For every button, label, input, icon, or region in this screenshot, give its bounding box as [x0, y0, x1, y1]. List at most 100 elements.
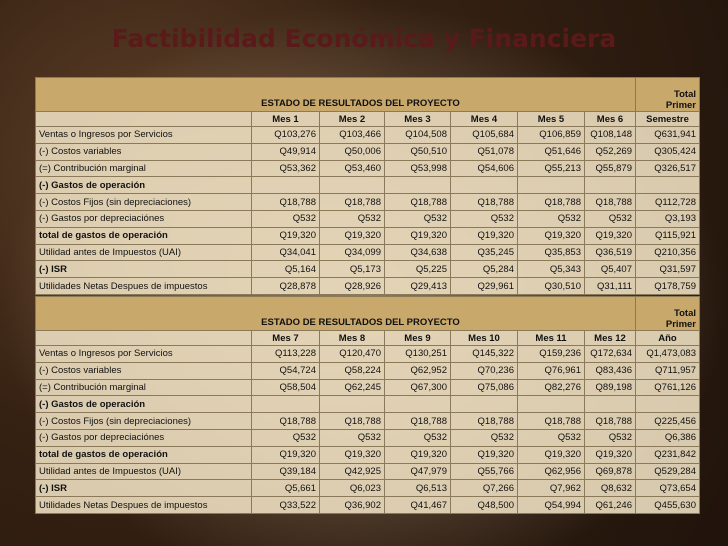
table-heading: ESTADO DE RESULTADOS DEL PROYECTO: [35, 296, 636, 331]
empty-cell: [518, 177, 585, 195]
value-cell: Q532: [585, 430, 636, 447]
value-cell: Q19,320: [585, 227, 636, 245]
value-cell: Q30,510: [518, 278, 585, 295]
row-label: (=) Contribución marginal: [35, 160, 252, 178]
value-cell: Q18,788: [252, 194, 320, 211]
value-cell: Q18,788: [320, 413, 385, 430]
value-cell: Q104,508: [385, 127, 451, 144]
value-cell: Q42,925: [320, 463, 385, 481]
value-cell: Q18,788: [518, 194, 585, 211]
value-cell: Q54,724: [252, 362, 320, 380]
row-label: (-) Gastos por depreciaciónes: [35, 211, 252, 228]
value-cell: Q8,632: [585, 480, 636, 498]
value-cell: Q106,859: [518, 127, 585, 144]
value-cell: Q51,646: [518, 143, 585, 161]
value-cell: Q28,878: [252, 278, 320, 295]
column-header: Mes 1: [252, 112, 320, 127]
empty-cell: [585, 177, 636, 195]
value-cell: Q159,236: [518, 346, 585, 363]
row-label: Utilidad antes de Impuestos (UAI): [35, 463, 252, 481]
value-cell: Q3,193: [636, 211, 700, 228]
total-heading-line: Primer: [665, 319, 696, 330]
value-cell: Q103,276: [252, 127, 320, 144]
value-cell: Q36,519: [585, 244, 636, 262]
row-label: Utilidades Netas Despues de impuestos: [35, 497, 252, 514]
column-header: Mes 11: [518, 331, 585, 346]
value-cell: Q53,460: [320, 160, 385, 178]
value-cell: Q50,510: [385, 143, 451, 161]
value-cell: Q5,284: [451, 261, 518, 279]
total-heading-line: Total: [674, 89, 696, 100]
value-cell: Q178,759: [636, 278, 700, 295]
value-cell: Q172,634: [585, 346, 636, 363]
value-cell: Q532: [518, 430, 585, 447]
value-cell: Q31,597: [636, 261, 700, 279]
column-header: Mes 6: [585, 112, 636, 127]
value-cell: Q18,788: [451, 413, 518, 430]
value-cell: Q49,914: [252, 143, 320, 161]
value-cell: Q130,251: [385, 346, 451, 363]
value-cell: Q62,245: [320, 379, 385, 397]
value-cell: Q19,320: [320, 446, 385, 464]
value-cell: Q5,173: [320, 261, 385, 279]
row-label: (=) Contribución marginal: [35, 379, 252, 397]
value-cell: Q18,788: [585, 194, 636, 211]
value-cell: Q18,788: [518, 413, 585, 430]
value-cell: Q18,788: [320, 194, 385, 211]
value-cell: Q455,630: [636, 497, 700, 514]
value-cell: Q5,225: [385, 261, 451, 279]
value-cell: Q36,902: [320, 497, 385, 514]
value-cell: Q112,728: [636, 194, 700, 211]
value-cell: Q231,842: [636, 446, 700, 464]
value-cell: Q19,320: [320, 227, 385, 245]
value-cell: Q532: [451, 211, 518, 228]
value-cell: Q1,473,083: [636, 346, 700, 363]
value-cell: Q6,023: [320, 480, 385, 498]
value-cell: Q532: [252, 211, 320, 228]
empty-cell: [636, 177, 700, 195]
value-cell: Q19,320: [518, 446, 585, 464]
value-cell: Q53,998: [385, 160, 451, 178]
value-cell: Q532: [585, 211, 636, 228]
heading-text: ESTADO DE RESULTADOS DEL PROYECTO: [261, 317, 460, 328]
row-label: (-) Gastos de operación: [35, 177, 252, 195]
column-header: Mes 12: [585, 331, 636, 346]
value-cell: Q47,979: [385, 463, 451, 481]
value-cell: Q6,513: [385, 480, 451, 498]
value-cell: Q19,320: [385, 446, 451, 464]
value-cell: Q55,879: [585, 160, 636, 178]
value-cell: Q19,320: [252, 227, 320, 245]
value-cell: Q53,362: [252, 160, 320, 178]
column-header-blank: [35, 331, 252, 346]
row-label: total de gastos de operación: [35, 227, 252, 245]
value-cell: Q54,606: [451, 160, 518, 178]
value-cell: Q82,276: [518, 379, 585, 397]
empty-cell: [451, 396, 518, 414]
value-cell: Q19,320: [252, 446, 320, 464]
value-cell: Q19,320: [385, 227, 451, 245]
value-cell: Q41,467: [385, 497, 451, 514]
value-cell: Q70,236: [451, 362, 518, 380]
value-cell: Q631,941: [636, 127, 700, 144]
value-cell: Q5,343: [518, 261, 585, 279]
total-heading-line: Total: [674, 308, 696, 319]
value-cell: Q105,684: [451, 127, 518, 144]
column-header: Mes 10: [451, 331, 518, 346]
empty-cell: [252, 396, 320, 414]
value-cell: Q19,320: [585, 446, 636, 464]
value-cell: Q55,213: [518, 160, 585, 178]
total-heading-line: Primer: [665, 100, 696, 111]
row-label: (-) Costos variables: [35, 362, 252, 380]
value-cell: Q58,504: [252, 379, 320, 397]
value-cell: Q19,320: [451, 446, 518, 464]
value-cell: Q29,413: [385, 278, 451, 295]
empty-cell: [585, 396, 636, 414]
page-title: Factibilidad Económica y Financiera: [111, 24, 617, 53]
column-header: Semestre: [636, 112, 700, 127]
value-cell: Q532: [320, 430, 385, 447]
value-cell: Q120,470: [320, 346, 385, 363]
value-cell: Q18,788: [585, 413, 636, 430]
empty-cell: [385, 396, 451, 414]
value-cell: Q326,517: [636, 160, 700, 178]
